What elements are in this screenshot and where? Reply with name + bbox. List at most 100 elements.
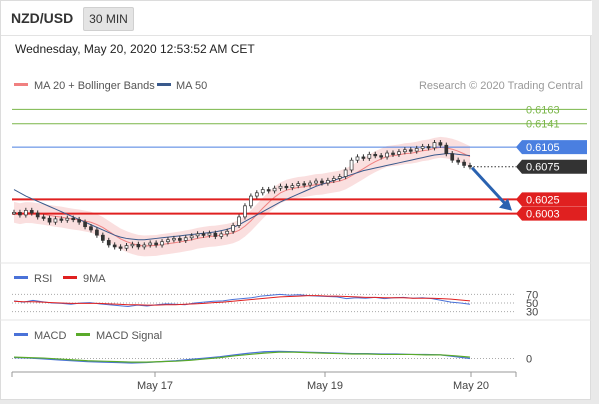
ma20-line xyxy=(13,146,471,247)
candle xyxy=(124,245,129,249)
rsi-ma-legend-label: 9MA xyxy=(83,273,106,285)
candle xyxy=(260,189,265,194)
candle xyxy=(284,185,289,189)
rsi-legend-label: RSI xyxy=(34,273,52,285)
candle xyxy=(343,169,348,177)
rsi-legend-swatch xyxy=(14,276,28,279)
candle xyxy=(130,243,135,247)
rsi-level-label: 30 xyxy=(526,307,538,319)
rsi-ma-line xyxy=(13,295,471,306)
candle xyxy=(154,242,158,246)
currency-pair-title: NZD/USD xyxy=(11,10,74,26)
candle xyxy=(254,192,259,197)
candle xyxy=(308,182,312,186)
candle xyxy=(189,235,194,239)
macd-zero-label: 0 xyxy=(526,354,532,366)
ma50-line xyxy=(13,153,471,241)
macd-legend-label: MACD xyxy=(34,330,66,342)
candle xyxy=(237,216,241,226)
candle xyxy=(355,156,360,161)
macd-signal-legend-label: MACD Signal xyxy=(96,330,162,342)
macd-line xyxy=(13,350,471,364)
candle xyxy=(23,210,28,216)
candle xyxy=(142,244,147,248)
candle xyxy=(408,149,413,152)
candle xyxy=(426,146,431,149)
candle xyxy=(18,212,22,216)
level-label: 0.6105 xyxy=(526,142,560,154)
level-tag xyxy=(516,140,587,155)
x-tick-label: May 19 xyxy=(307,380,343,392)
candle xyxy=(89,226,93,231)
candle xyxy=(361,156,366,159)
candle xyxy=(320,180,324,184)
ma50-legend-swatch xyxy=(157,83,171,86)
macd-signal-line xyxy=(13,351,471,363)
ma50-legend-label: MA 50 xyxy=(176,80,207,92)
credit-text: Research © 2020 Trading Central xyxy=(419,80,583,92)
candle xyxy=(219,233,224,237)
bollinger-legend-swatch xyxy=(14,83,28,86)
candle xyxy=(41,216,46,219)
level-label: 0.6025 xyxy=(526,194,560,206)
candle xyxy=(100,234,105,241)
candle xyxy=(367,153,372,159)
level-label: 0.6141 xyxy=(526,119,560,131)
candle xyxy=(172,238,176,241)
candle xyxy=(166,239,170,243)
candle xyxy=(462,161,466,166)
timeframe-button[interactable]: 30 MIN xyxy=(83,7,134,31)
level-label: 0.6163 xyxy=(526,104,560,116)
timestamp: Wednesday, May 20, 2020 12:53:52 AM CET xyxy=(15,42,255,56)
level-label: 0.6003 xyxy=(526,209,560,221)
candle xyxy=(95,229,99,236)
candle xyxy=(278,185,283,189)
candle xyxy=(414,148,419,152)
candle xyxy=(391,152,395,155)
candle xyxy=(53,218,58,223)
candle xyxy=(337,176,342,179)
candle xyxy=(302,183,307,186)
candle xyxy=(183,237,188,241)
candle xyxy=(290,185,295,188)
candle xyxy=(326,180,330,184)
candle xyxy=(59,218,64,221)
candle xyxy=(29,210,34,214)
candle xyxy=(106,240,111,246)
last-price-tag xyxy=(516,159,587,174)
candle xyxy=(432,142,437,149)
candle xyxy=(450,153,455,161)
candle xyxy=(160,241,164,246)
candle xyxy=(201,233,206,236)
candle xyxy=(213,232,218,237)
candle xyxy=(438,142,443,146)
level-tag xyxy=(516,206,587,221)
candle xyxy=(444,144,449,155)
candle xyxy=(12,212,16,215)
chart-header: NZD/USD 30 MIN xyxy=(1,1,592,36)
candle xyxy=(231,225,235,232)
macd-legend-swatch xyxy=(14,333,28,336)
forecast-arrow xyxy=(470,166,508,206)
candle xyxy=(47,217,52,223)
price-panel: 0.6163 0.6141 0.6105 0.6025 0.6003 0.6075 xyxy=(12,104,587,257)
candle xyxy=(403,149,407,153)
x-axis: May 17 May 19 May 20 xyxy=(11,372,517,392)
candle xyxy=(314,180,318,184)
candle xyxy=(397,151,401,155)
candle xyxy=(266,189,271,192)
candle xyxy=(385,152,389,158)
candle xyxy=(420,146,425,149)
rsi-level-label: 50 xyxy=(526,298,538,310)
level-tag xyxy=(516,192,587,207)
candle xyxy=(225,230,230,235)
candle xyxy=(136,243,141,248)
candle xyxy=(148,242,153,246)
candle xyxy=(373,153,378,157)
x-tick-label: May 20 xyxy=(453,380,489,392)
macd-signal-legend-swatch xyxy=(76,333,90,336)
x-tick-label: May 17 xyxy=(137,380,173,392)
bollinger-band xyxy=(14,136,470,257)
